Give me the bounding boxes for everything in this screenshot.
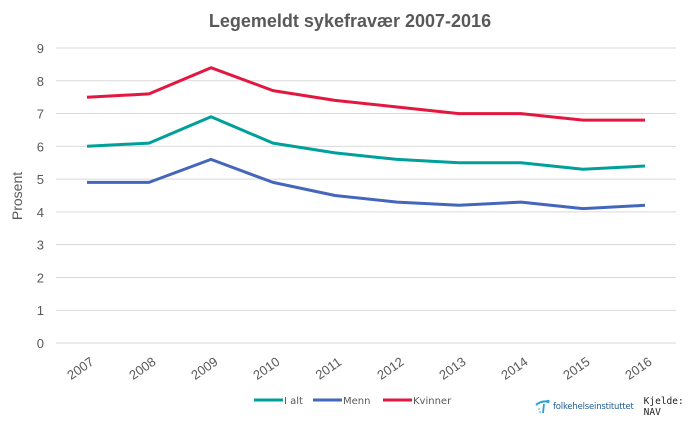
- fhi-logo: folkehelseinstituttet: [535, 399, 634, 415]
- x-tick-label: 2013: [436, 354, 468, 383]
- legend-label: Kvinner: [413, 396, 452, 407]
- x-tick-label: 2011: [313, 354, 345, 382]
- y-tick-label: 7: [37, 107, 44, 122]
- series-line-kvinner: [86, 66, 645, 122]
- x-tick-label: 2009: [188, 354, 220, 383]
- x-tick-label: 2007: [64, 354, 96, 383]
- y-tick-label: 5: [37, 172, 44, 187]
- series-line-i-alt: [86, 115, 646, 171]
- y-tick-label: 3: [37, 238, 44, 253]
- x-tick-label: 2010: [250, 354, 282, 383]
- y-tick-label: 6: [37, 139, 44, 154]
- legend-item: I alt: [254, 396, 303, 407]
- x-tick-label: 2015: [560, 354, 592, 383]
- y-tick-label: 8: [37, 74, 44, 89]
- x-tick-label: 2012: [374, 354, 406, 383]
- x-tick-label: 2008: [126, 354, 158, 383]
- x-tick-label: 2016: [622, 354, 654, 383]
- y-tick-label: 0: [37, 336, 44, 351]
- fhi-logo-icon: [535, 399, 550, 414]
- fhi-logo-text: folkehelseinstituttet: [553, 402, 634, 412]
- legend-item: Menn: [313, 396, 370, 407]
- x-tick-label: 2014: [498, 354, 530, 383]
- y-axis-ticks: 0 1 2 3 4 5 6 7 8 9: [37, 41, 44, 351]
- gridlines: [56, 47, 676, 344]
- source-footer: folkehelseinstituttet Kjelde: NAV: [535, 396, 700, 418]
- series-line-menn: [87, 157, 646, 211]
- legend-label: Menn: [343, 396, 370, 407]
- y-axis-label: Prosent: [9, 172, 25, 220]
- y-tick-label: 4: [37, 205, 44, 220]
- y-tick-label: 2: [37, 270, 44, 285]
- y-tick-label: 1: [37, 303, 44, 318]
- legend: I alt Menn Kvinner: [254, 396, 452, 407]
- chart-title: Legemeldt sykefravær 2007-2016: [209, 11, 491, 31]
- series-lines: [86, 66, 646, 211]
- source-label: Kjelde: NAV: [643, 396, 684, 418]
- y-tick-label: 9: [37, 41, 44, 56]
- x-axis-ticks: 2007 2008 2009 2010 2011 2012 2013 2014 2015 2016: [64, 354, 654, 383]
- legend-item: Kvinner: [383, 396, 452, 407]
- legend-label: I alt: [284, 396, 303, 407]
